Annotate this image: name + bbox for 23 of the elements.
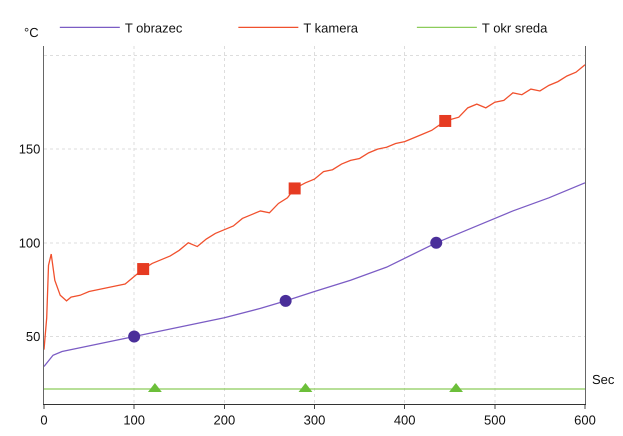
y-tick-label: 100 [18,235,40,250]
y-axis-title: °C [24,25,39,40]
legend-label: T kamera [303,20,359,36]
x-tick-label: 0 [40,412,48,428]
legend-label: T obrazec [124,20,183,36]
point [430,236,442,249]
point [439,114,452,127]
point [128,330,140,343]
point [280,294,292,307]
legend-label: T okr sreda [482,20,548,36]
x-tick-label: 100 [123,412,146,428]
y-tick-label: 150 [18,142,40,157]
x-tick-label: 400 [394,412,416,428]
line-series [44,182,585,368]
line-series [44,64,585,350]
x-tick-label: 200 [213,412,236,428]
x-axis-title: Sec [592,372,615,387]
y-tick-label: 50 [26,329,40,344]
x-tick-label: 600 [574,412,596,428]
x-tick-label: 300 [304,412,326,428]
x-tick-label: 500 [484,412,506,428]
point [288,182,301,194]
point [137,263,150,276]
